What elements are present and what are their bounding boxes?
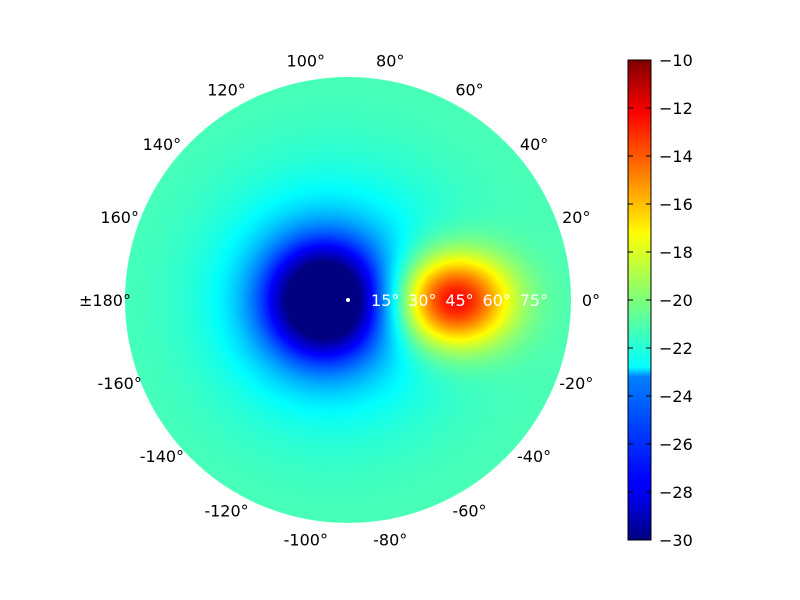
colorbar-tick-label: −12 bbox=[659, 99, 693, 118]
angle-tick-label: -60° bbox=[452, 501, 486, 520]
radial-tick-label: 30° bbox=[408, 291, 436, 310]
angle-tick-label: 80° bbox=[376, 52, 404, 71]
colorbar-tick-label: −20 bbox=[659, 291, 693, 310]
angle-tick-label: 100° bbox=[287, 52, 326, 71]
angle-tick-label: 120° bbox=[207, 81, 246, 100]
angle-tick-label: 60° bbox=[455, 81, 483, 100]
angle-tick-labels: 0° 20° 40° 60° 80° 100° 120° 140° 160° ±180° -160°… bbox=[79, 52, 600, 550]
angle-tick-label: ±180° bbox=[79, 291, 131, 310]
angle-tick-label: -160° bbox=[98, 374, 142, 393]
colorbar-ticks: −30 −28 −26 −24 −22 −20 −18 −16 −14 −12 −10 bbox=[628, 51, 693, 550]
angle-tick-label: 160° bbox=[100, 208, 139, 227]
colorbar-tick-label: −26 bbox=[659, 435, 693, 454]
angle-tick-label: -140° bbox=[140, 447, 184, 466]
colorbar-tick-label: −14 bbox=[659, 147, 693, 166]
colorbar-tick-label: −18 bbox=[659, 243, 693, 262]
radial-tick-label: 60° bbox=[483, 291, 511, 310]
colorbar-tick-label: −16 bbox=[659, 195, 693, 214]
angle-tick-label: 140° bbox=[143, 135, 182, 154]
angle-tick-label: -80° bbox=[373, 530, 407, 549]
angle-tick-label: -40° bbox=[517, 447, 551, 466]
angle-tick-label: 40° bbox=[520, 135, 548, 154]
angle-tick-label: -20° bbox=[559, 374, 593, 393]
radial-tick-label: 75° bbox=[520, 291, 548, 310]
radial-tick-label: 45° bbox=[445, 291, 473, 310]
angle-tick-label: -120° bbox=[204, 501, 248, 520]
radial-tick-label: 15° bbox=[371, 291, 399, 310]
angle-tick-label: -100° bbox=[284, 530, 328, 549]
colorbar-tick-label: −22 bbox=[659, 339, 693, 358]
radial-tick-labels: 15° 30° 45° 60° 75° bbox=[371, 291, 548, 310]
colorbar-tick-label: −10 bbox=[659, 51, 693, 70]
colorbar: −30 −28 −26 −24 −22 −20 −18 −16 −14 −12 −10 bbox=[627, 51, 693, 550]
colorbar-tick-label: −30 bbox=[659, 531, 693, 550]
angle-tick-label: 20° bbox=[562, 208, 590, 227]
colorbar-tick-label: −28 bbox=[659, 483, 693, 502]
angle-tick-label: 0° bbox=[582, 291, 600, 310]
pole-marker bbox=[346, 298, 350, 302]
colorbar-tick-label: −24 bbox=[659, 387, 693, 406]
